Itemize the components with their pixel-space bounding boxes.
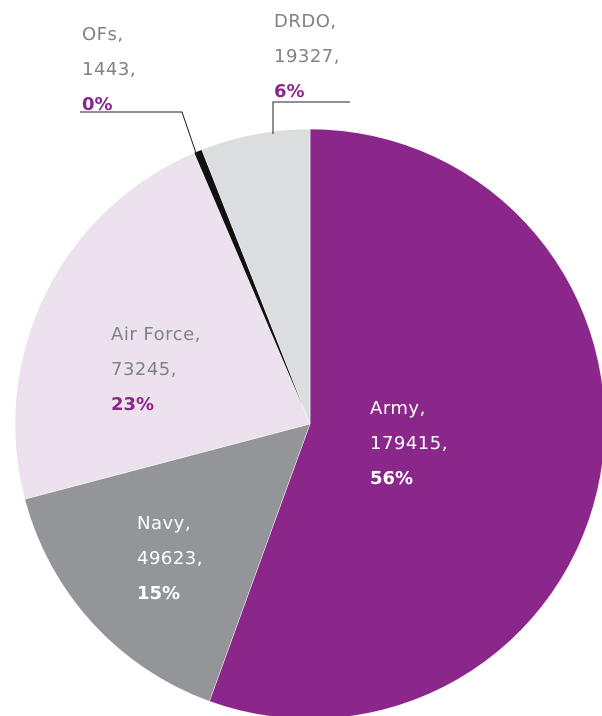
- slice-label-percent: 56%: [370, 468, 413, 489]
- slice-label-value-text: 73245: [111, 359, 171, 380]
- leader-line-drdo: [272, 101, 350, 134]
- slice-label-name-text: OFs: [82, 24, 117, 45]
- slice-label-name-text: Air Force: [111, 324, 195, 345]
- slice-label-name: Army,: [370, 398, 426, 419]
- slice-label-value: 179415,: [370, 433, 448, 454]
- slice-label-ofs: OFs, 1443, 0%: [82, 24, 136, 115]
- slice-label-value-text: 49623: [137, 548, 197, 569]
- slice-label-percent: 15%: [137, 583, 180, 604]
- slice-label-value-text: 19327: [274, 46, 334, 67]
- slice-label-name-text: Navy: [137, 513, 185, 534]
- leader-lines: [80, 101, 350, 157]
- slice-label-name-text: DRDO: [274, 11, 330, 32]
- slice-label-navy: Navy, 49623, 15%: [137, 513, 203, 604]
- slice-label-value: 19327,: [274, 46, 340, 67]
- pie-slices: [14, 128, 602, 716]
- slice-label-percent-text: 6%: [274, 81, 305, 102]
- slice-label-percent-text: 56%: [370, 468, 413, 489]
- slice-label-name: Navy,: [137, 513, 191, 534]
- slice-label-drdo: DRDO, 19327, 6%: [274, 11, 340, 102]
- pie-slice-drdo: [201, 128, 311, 425]
- slice-label-value: 49623,: [137, 548, 203, 569]
- slice-label-percent: 0%: [82, 94, 113, 115]
- pie-slice-air-force: [14, 152, 311, 500]
- slice-label-name: OFs,: [82, 24, 124, 45]
- slice-label-name: DRDO,: [274, 11, 337, 32]
- pie-slice-army: [209, 128, 602, 716]
- slice-label-percent: 6%: [274, 81, 305, 102]
- slice-label-percent-text: 15%: [137, 583, 180, 604]
- pie-slice-navy: [24, 423, 311, 702]
- slice-label-value: 73245,: [111, 359, 177, 380]
- slice-label-percent-text: 23%: [111, 394, 154, 415]
- slice-label-army: Army, 179415, 56%: [370, 398, 448, 489]
- slice-label-percent: 23%: [111, 394, 154, 415]
- slice-label-air-force: Air Force, 73245, 23%: [111, 324, 201, 415]
- leader-line-ofs: [80, 111, 198, 157]
- slice-label-percent-text: 0%: [82, 94, 113, 115]
- slice-label-value-text: 179415: [370, 433, 442, 454]
- slice-label-value: 1443,: [82, 59, 136, 80]
- slice-labels: Army, 179415, 56% Navy, 49623, 15% Air Force, 7…: [82, 11, 448, 604]
- slice-label-value-text: 1443: [82, 59, 130, 80]
- slice-label-name: Air Force,: [111, 324, 201, 345]
- slice-label-name-text: Army: [370, 398, 420, 419]
